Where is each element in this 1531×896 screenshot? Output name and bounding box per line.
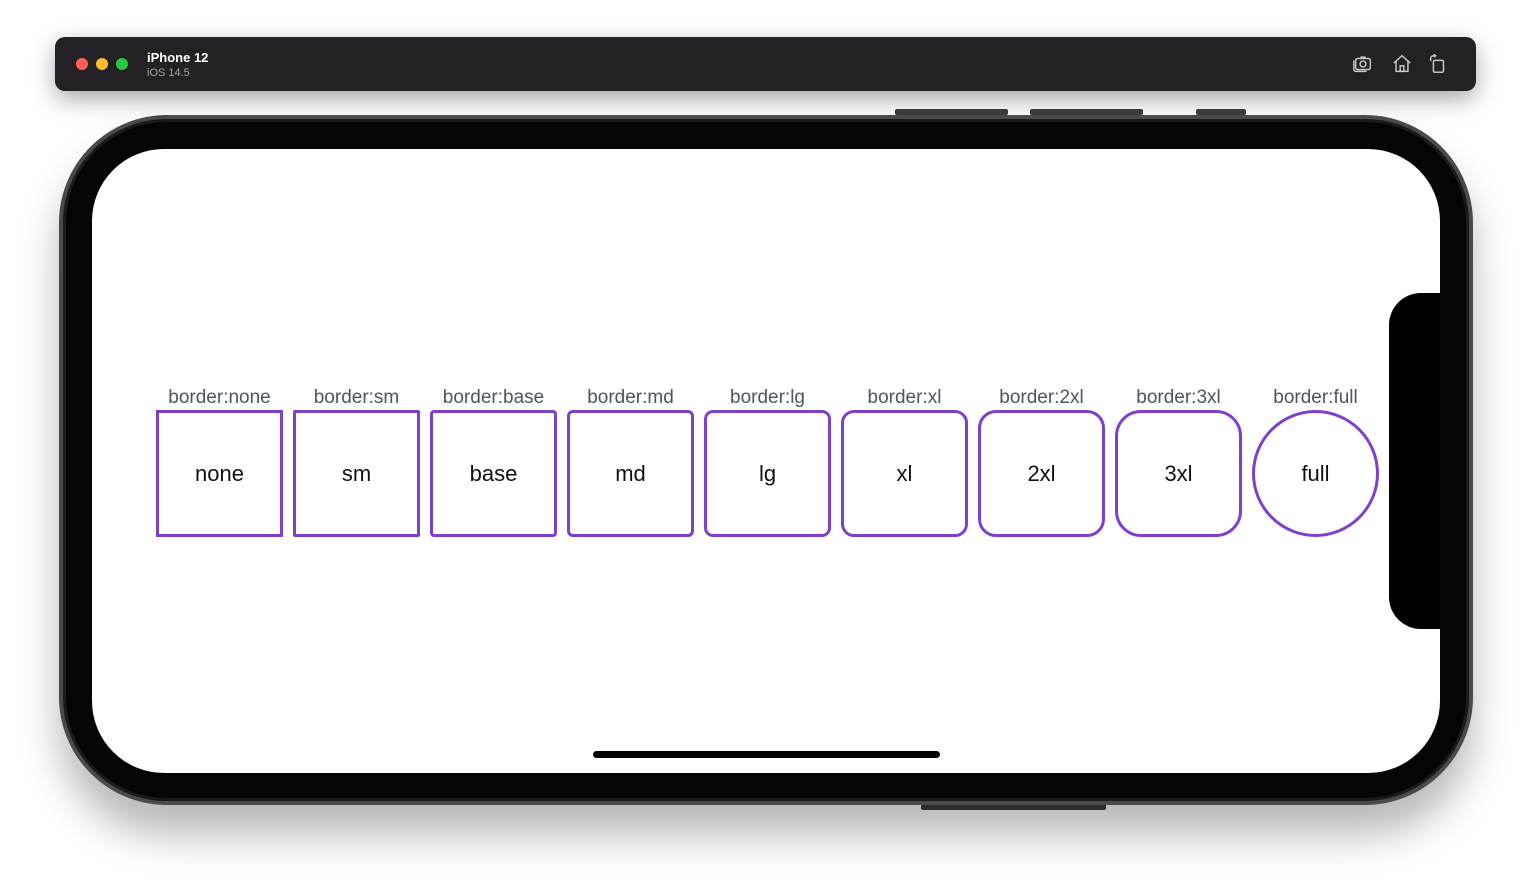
device-screen: border:none none border:sm sm border:bas…: [92, 149, 1440, 773]
close-window-button[interactable]: [76, 58, 88, 70]
volume-up-button: [895, 109, 1008, 115]
example-label: border:none: [168, 387, 271, 408]
zoom-window-button[interactable]: [116, 58, 128, 70]
example-label: border:full: [1273, 387, 1358, 408]
example-base: border:base base: [430, 385, 557, 537]
example-box: 2xl: [978, 410, 1105, 537]
example-box: base: [430, 410, 557, 537]
example-2xl: border:2xl 2xl: [978, 385, 1105, 537]
home-indicator[interactable]: [593, 751, 940, 758]
example-lg: border:lg lg: [704, 385, 831, 537]
home-icon: [1393, 54, 1411, 73]
device-name: iPhone 12: [147, 50, 209, 65]
screenshot-button[interactable]: [1351, 52, 1375, 76]
example-3xl: border:3xl 3xl: [1115, 385, 1242, 537]
example-label: border:3xl: [1136, 387, 1221, 408]
power-button: [921, 803, 1106, 810]
rotate-icon: [1429, 53, 1445, 73]
volume-down-button: [1030, 109, 1143, 115]
rotate-button[interactable]: [1426, 52, 1450, 76]
notch: [1389, 293, 1440, 629]
mute-switch: [1196, 109, 1246, 115]
example-box: lg: [704, 410, 831, 537]
example-label: border:2xl: [999, 387, 1084, 408]
example-sm: border:sm sm: [293, 385, 420, 537]
minimize-window-button[interactable]: [96, 58, 108, 70]
device-os-version: iOS 14.5: [147, 67, 190, 79]
example-label: border:base: [442, 387, 545, 408]
example-box: 3xl: [1115, 410, 1242, 537]
simulator-title-bar: iPhone 12 iOS 14.5: [55, 37, 1476, 91]
border-radius-examples: border:none none border:sm sm border:bas…: [156, 385, 1379, 537]
example-none: border:none none: [156, 385, 283, 537]
example-box: none: [156, 410, 283, 537]
example-box: full: [1252, 410, 1379, 537]
example-md: border:md md: [567, 385, 694, 537]
example-label: border:xl: [867, 387, 942, 408]
example-label: border:lg: [730, 387, 805, 408]
example-xl: border:xl xl: [841, 385, 968, 537]
example-label: border:md: [587, 387, 674, 408]
camera-icon: [1353, 56, 1372, 73]
example-box: md: [567, 410, 694, 537]
example-label: border:sm: [313, 387, 400, 408]
example-box: xl: [841, 410, 968, 537]
home-button[interactable]: [1390, 52, 1414, 76]
example-box: sm: [293, 410, 420, 537]
example-full: border:full full: [1252, 385, 1379, 537]
